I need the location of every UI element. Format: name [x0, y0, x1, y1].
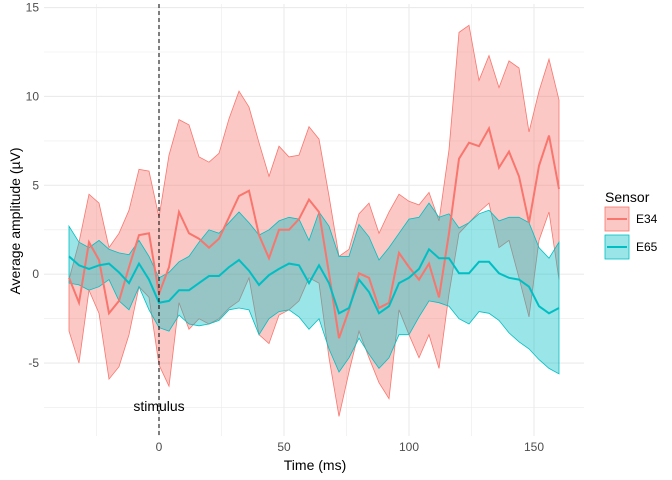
y-tick-label: 5 — [32, 178, 39, 192]
x-tick-label: 100 — [399, 440, 419, 454]
y-tick-label: 0 — [32, 267, 39, 281]
x-tick-label: 0 — [156, 440, 163, 454]
mean-line-e65 — [68, 247, 560, 315]
legend-label: E34 — [636, 212, 658, 226]
ribbon-e65 — [68, 202, 560, 375]
x-axis-title: Time (ms) — [284, 457, 346, 473]
y-tick-label: 15 — [26, 1, 40, 15]
ribbons — [68, 24, 560, 417]
x-tick-label: 50 — [277, 440, 291, 454]
tick-labels: 0 50 100 150 -5 0 5 10 15 — [26, 1, 545, 454]
legend-label: E65 — [636, 240, 658, 254]
y-tick-label: -5 — [28, 356, 39, 370]
legend-title: Sensor — [605, 189, 650, 205]
y-tick-label: 10 — [26, 89, 40, 103]
legend: Sensor E34 E65 — [604, 189, 658, 260]
mean-line-e34 — [68, 125, 560, 339]
y-axis-title: Average amplitude (µV) — [7, 147, 23, 294]
stimulus-label: stimulus — [133, 398, 184, 414]
x-tick-label: 150 — [524, 440, 544, 454]
mean-lines — [68, 125, 560, 339]
